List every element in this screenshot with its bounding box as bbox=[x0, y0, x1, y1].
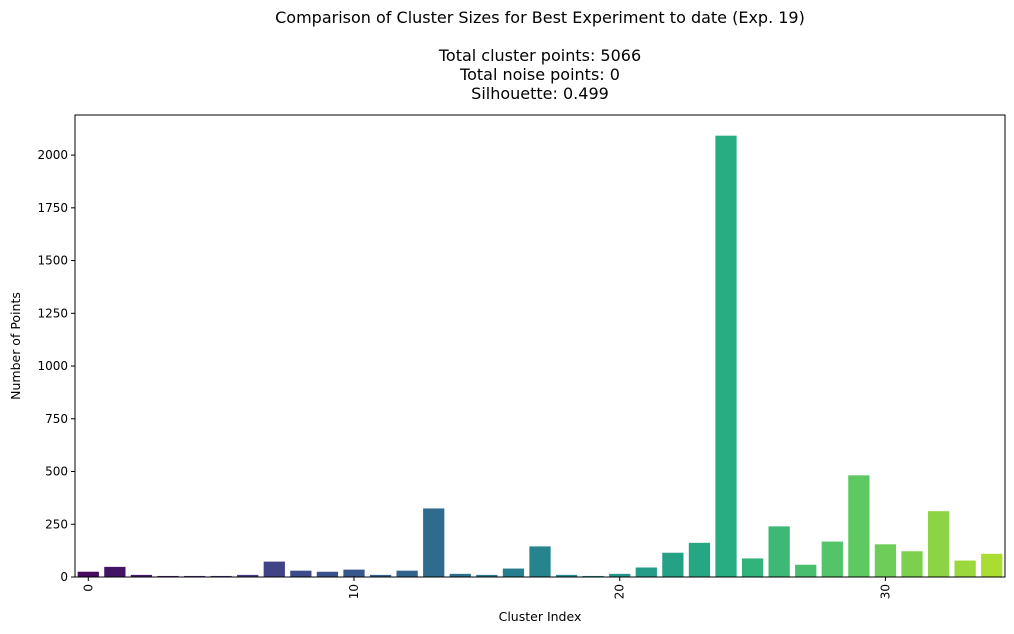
bar-cluster-11 bbox=[369, 574, 392, 577]
y-tick-label: 1000 bbox=[37, 359, 68, 373]
y-tick-label: 500 bbox=[45, 465, 68, 479]
bar-cluster-0 bbox=[77, 571, 99, 577]
bar-cluster-8 bbox=[290, 570, 312, 577]
x-axis-ticks: 0 10 20 30 bbox=[81, 577, 892, 599]
bar-cluster-1 bbox=[104, 566, 126, 577]
bar-cluster-23 bbox=[688, 542, 711, 577]
y-tick-label: 2000 bbox=[37, 148, 68, 162]
bar-cluster-32 bbox=[927, 511, 950, 577]
bar-cluster-21 bbox=[635, 567, 657, 577]
y-tick-label: 1500 bbox=[37, 254, 68, 268]
y-axis-label: Number of Points bbox=[8, 292, 23, 400]
bar-cluster-14 bbox=[449, 573, 471, 577]
bar-cluster-19 bbox=[582, 575, 604, 577]
bar-cluster-29 bbox=[848, 475, 870, 577]
subtitle-total-cluster-points: Total cluster points: 5066 bbox=[438, 46, 642, 65]
bar-cluster-18 bbox=[555, 574, 578, 577]
bar-cluster-34 bbox=[981, 553, 1003, 577]
x-axis-label: Cluster Index bbox=[499, 609, 582, 624]
bar-cluster-5 bbox=[210, 575, 232, 577]
x-tick-label: 30 bbox=[878, 584, 892, 599]
bar-cluster-4 bbox=[183, 575, 206, 577]
y-axis-ticks: 0 250 500 750 1000 1250 1500 1750 2000 bbox=[37, 148, 75, 584]
bar-cluster-16 bbox=[502, 568, 525, 577]
bars-group bbox=[77, 135, 1003, 578]
bar-cluster-7 bbox=[263, 561, 285, 577]
bar-cluster-17 bbox=[529, 546, 551, 577]
y-tick-label: 0 bbox=[60, 570, 68, 584]
bar-cluster-30 bbox=[874, 544, 897, 577]
chart-title: Comparison of Cluster Sizes for Best Exp… bbox=[275, 8, 805, 27]
y-tick-label: 250 bbox=[45, 517, 68, 531]
bar-cluster-2 bbox=[130, 574, 153, 577]
x-tick-label: 20 bbox=[613, 584, 627, 599]
bar-cluster-20 bbox=[609, 573, 631, 577]
y-tick-label: 1250 bbox=[37, 306, 68, 320]
bar-cluster-28 bbox=[821, 541, 843, 577]
bar-cluster-26 bbox=[768, 526, 790, 577]
y-tick-label: 1750 bbox=[37, 201, 68, 215]
x-tick-label: 0 bbox=[81, 584, 95, 592]
bar-cluster-27 bbox=[795, 564, 817, 577]
bar-cluster-24 bbox=[715, 135, 737, 578]
bar-cluster-25 bbox=[741, 558, 764, 577]
bar-cluster-12 bbox=[396, 570, 418, 577]
bar-cluster-13 bbox=[423, 508, 445, 577]
subtitle-silhouette: Silhouette: 0.499 bbox=[471, 84, 609, 103]
plot-frame bbox=[74, 114, 1006, 578]
bar-cluster-33 bbox=[954, 560, 976, 577]
bar-cluster-22 bbox=[662, 552, 684, 577]
bar-cluster-9 bbox=[316, 571, 339, 577]
bar-cluster-10 bbox=[343, 569, 365, 577]
bar-cluster-6 bbox=[237, 574, 259, 577]
bar-cluster-3 bbox=[157, 575, 179, 577]
bar-cluster-31 bbox=[901, 551, 923, 577]
chart-title-block: Comparison of Cluster Sizes for Best Exp… bbox=[75, 8, 1005, 103]
x-tick-label: 10 bbox=[347, 584, 361, 599]
subtitle-total-noise-points: Total noise points: 0 bbox=[460, 65, 620, 84]
bar-cluster-15 bbox=[476, 574, 498, 577]
y-tick-label: 750 bbox=[45, 412, 68, 426]
